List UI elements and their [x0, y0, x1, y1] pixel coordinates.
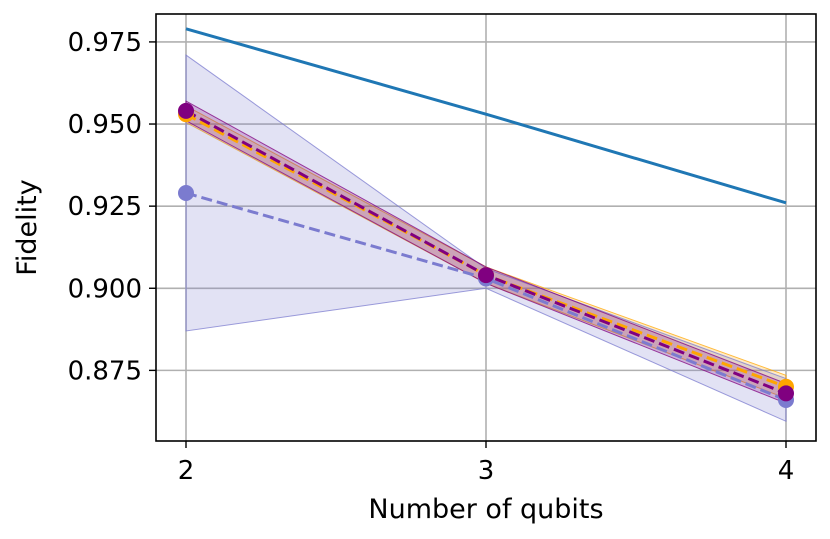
x-tick-label: 4 [778, 456, 795, 486]
y-tick-label: 0.875 [68, 356, 142, 386]
x-tick-label: 2 [178, 456, 195, 486]
y-tick-label: 0.900 [68, 274, 142, 304]
y-axis-ticks: 0.875 0.900 0.925 0.950 0.975 [68, 28, 156, 386]
series-markers [178, 102, 794, 408]
point-series-3 [178, 185, 194, 202]
y-axis-label: Fidelity [12, 179, 43, 275]
x-axis-label: Number of qubits [368, 494, 603, 525]
x-tick-label: 3 [478, 456, 495, 486]
point-series-4 [478, 267, 494, 284]
point-series-4 [778, 385, 794, 402]
line-series-1 [185, 27, 787, 205]
point-series-4 [178, 102, 194, 119]
y-tick-label: 0.975 [68, 28, 142, 58]
y-tick-label: 0.950 [68, 110, 142, 140]
x-axis-ticks: 2 3 4 [178, 441, 795, 486]
y-tick-label: 0.925 [68, 192, 142, 222]
